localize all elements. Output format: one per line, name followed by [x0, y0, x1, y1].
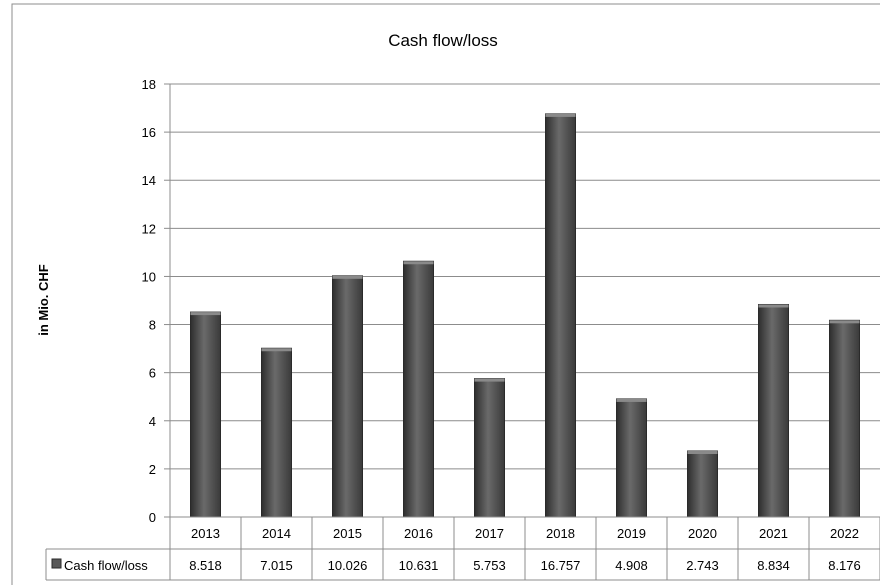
- bar: [474, 378, 505, 518]
- data-table: 2013 8.518 2014 7.015 2015 10.026 2016 10.631 20…: [45, 516, 880, 581]
- y-tick-label: 8: [149, 318, 156, 333]
- y-tick-label: 16: [142, 125, 156, 140]
- bar: [616, 398, 647, 518]
- y-axis-ticks: 0 2 4 6 8 10 12 14 16 18: [142, 77, 156, 525]
- bar-group: [332, 275, 363, 518]
- x-tick-label: 2019: [617, 526, 646, 541]
- x-tick-label: 2020: [688, 526, 717, 541]
- bar-top: [829, 320, 860, 324]
- table-value-cell: 8.518: [189, 558, 222, 573]
- bar-group: [687, 450, 718, 518]
- x-tick-label: 2013: [191, 526, 220, 541]
- bar-group: [616, 398, 647, 518]
- legend-label: Cash flow/loss: [64, 558, 148, 573]
- bar-top: [403, 261, 434, 265]
- bar: [261, 347, 292, 518]
- y-tick-label: 4: [149, 414, 156, 429]
- table-value-cell: 7.015: [260, 558, 293, 573]
- y-tick-label: 2: [149, 462, 156, 477]
- chart-border: [11, 3, 880, 585]
- chart-title: Cash flow/loss: [388, 31, 498, 50]
- table-value-cell: 5.753: [473, 558, 506, 573]
- bar: [829, 319, 860, 518]
- x-tick-label: 2014: [262, 526, 291, 541]
- bar-group: [474, 378, 505, 518]
- bar: [332, 275, 363, 518]
- bar-group: [829, 319, 860, 518]
- table-value-cell: 8.834: [757, 558, 790, 573]
- bar: [758, 303, 789, 518]
- bar-top: [474, 378, 505, 382]
- bars: [190, 113, 860, 518]
- y-tick-label: 0: [149, 510, 156, 525]
- y-tick-label: 12: [142, 221, 156, 236]
- x-tick-label: 2015: [333, 526, 362, 541]
- x-tick-label: 2021: [759, 526, 788, 541]
- table-value-cell: 2.743: [686, 558, 719, 573]
- bar-top: [261, 348, 292, 352]
- x-tick-label: 2017: [475, 526, 504, 541]
- bar-top: [190, 312, 221, 316]
- table-value-cell: 10.026: [328, 558, 368, 573]
- bar: [190, 311, 221, 518]
- bar-top: [332, 275, 363, 279]
- bar-top: [545, 113, 576, 117]
- legend-key: [51, 558, 62, 569]
- bar-top: [616, 398, 647, 402]
- table-value-cell: 16.757: [541, 558, 581, 573]
- bar-group: [190, 311, 221, 518]
- bar-group: [261, 347, 292, 518]
- bar: [403, 260, 434, 518]
- x-tick-label: 2018: [546, 526, 575, 541]
- y-tick-label: 6: [149, 366, 156, 381]
- x-tick-label: 2022: [830, 526, 859, 541]
- bar-group: [758, 303, 789, 518]
- bar-group: [403, 260, 434, 518]
- y-tick-label: 10: [142, 269, 156, 284]
- bar: [545, 113, 576, 518]
- y-tick-label: 14: [142, 173, 156, 188]
- y-axis-label: in Mio. CHF: [36, 264, 51, 336]
- bar-top: [687, 451, 718, 455]
- bar-group: [545, 113, 576, 518]
- table-value-cell: 10.631: [399, 558, 439, 573]
- table-value-cell: 8.176: [828, 558, 861, 573]
- x-tick-label: 2016: [404, 526, 433, 541]
- table-value-cell: 4.908: [615, 558, 648, 573]
- bar-top: [758, 304, 789, 308]
- bar: [687, 450, 718, 518]
- y-tick-label: 18: [142, 77, 156, 92]
